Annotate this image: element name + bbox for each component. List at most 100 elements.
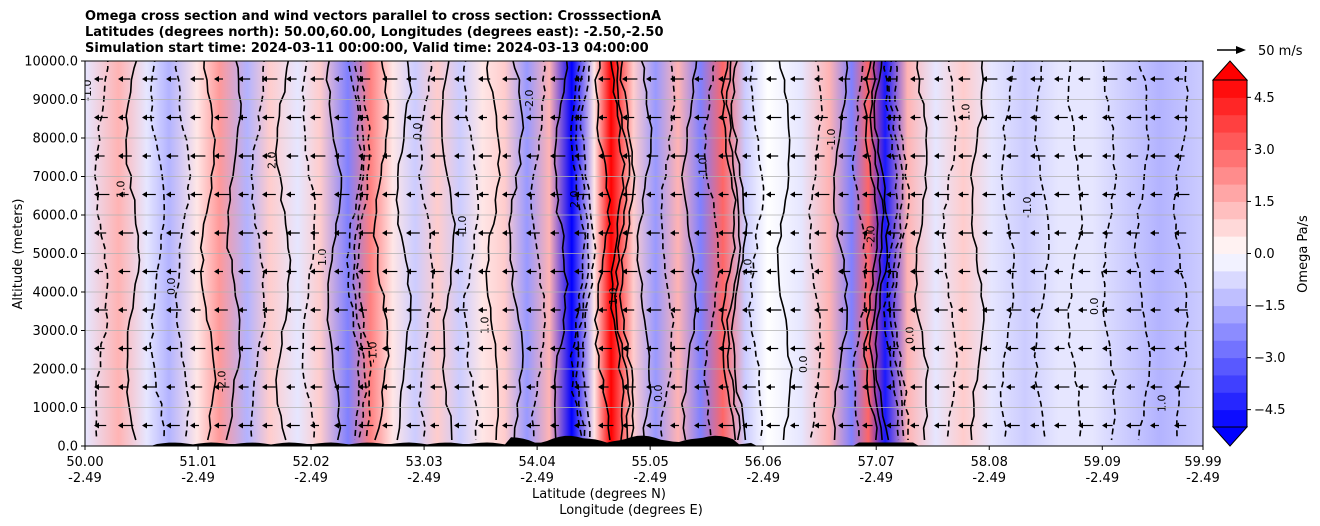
colorbar-segment	[1213, 114, 1247, 133]
wind-vector	[814, 384, 830, 390]
x-tick-label-lat: 59.99	[1184, 455, 1221, 470]
y-tick-label: 7000.0	[33, 170, 79, 185]
contour-label: -1.0	[456, 216, 469, 237]
wind-vector	[118, 384, 129, 390]
wind-vector	[1054, 461, 1063, 467]
wind-vector	[430, 307, 441, 313]
wind-vector	[238, 114, 247, 121]
wind-vector	[574, 345, 585, 352]
contour-line	[199, 61, 217, 441]
wind-vector	[358, 191, 369, 198]
wind-vector	[670, 191, 683, 198]
contour-line	[1067, 61, 1084, 441]
wind-vector	[862, 153, 871, 159]
wind-vector	[1126, 384, 1135, 390]
contour-line	[1133, 61, 1151, 441]
wind-vector	[814, 422, 827, 429]
wind-vector	[166, 76, 177, 82]
wind-vector	[454, 230, 467, 236]
contour-line	[1172, 61, 1190, 441]
wind-vector	[718, 422, 734, 429]
contour-line	[725, 61, 742, 441]
x-tick-label-lat: 59.09	[1084, 455, 1121, 470]
wind-vector	[238, 307, 247, 313]
contour-line	[485, 61, 501, 441]
wind-vector	[478, 76, 491, 82]
wind-vector	[1054, 153, 1065, 159]
wind-vector	[262, 76, 278, 82]
wind-vector	[622, 384, 636, 390]
wind-vector	[214, 345, 225, 352]
wind-vector	[790, 384, 803, 390]
wind-vector	[334, 268, 343, 275]
wind-vector	[286, 422, 300, 429]
colorbar-segment	[1213, 97, 1247, 116]
colorbar-segment	[1213, 322, 1247, 341]
wind-vector	[958, 114, 967, 121]
wind-vector	[670, 230, 679, 236]
contour-line	[776, 61, 793, 441]
wind-vector	[214, 114, 228, 121]
wind-vector	[790, 345, 806, 352]
wind-vector	[1102, 230, 1113, 236]
y-tick-label: 8000.0	[33, 132, 79, 147]
wind-vector	[334, 230, 347, 236]
wind-vector	[934, 76, 943, 82]
wind-vector	[886, 422, 900, 429]
wind-vector	[286, 345, 299, 352]
wind-vector	[838, 153, 852, 159]
wind-vector	[766, 268, 777, 275]
contour-label: -1.0	[825, 129, 838, 150]
wind-vector	[934, 153, 945, 159]
wind-vector	[958, 461, 970, 467]
wind-vector	[286, 114, 302, 121]
wind-vector	[142, 191, 156, 198]
wind-vector	[934, 191, 950, 198]
wind-vector	[670, 461, 684, 467]
wind-vector	[166, 345, 179, 352]
wind-vector	[166, 268, 177, 275]
contour-line	[569, 61, 587, 441]
y-tick-label: 3000.0	[33, 324, 79, 339]
wind-vector	[646, 230, 660, 236]
wind-vector	[382, 114, 395, 121]
wind-vector	[406, 191, 415, 198]
wind-vector	[1150, 307, 1161, 313]
wind-vector	[142, 153, 151, 159]
x-tick-label-lat: 53.03	[405, 455, 442, 470]
wind-vector	[838, 422, 854, 429]
wind-vector	[790, 76, 804, 82]
wind-vector	[382, 307, 395, 313]
wind-vector	[406, 114, 422, 121]
contour-line	[636, 61, 653, 441]
contour-line	[574, 61, 590, 441]
wind-vector	[982, 230, 993, 236]
contour-line	[914, 61, 930, 441]
x-axis-label-lat: Latitude (degrees N)	[532, 487, 666, 502]
wind-vector	[838, 114, 847, 121]
wind-vector	[862, 307, 875, 313]
wind-vector	[814, 191, 830, 198]
wind-vector	[94, 384, 110, 390]
wind-vector	[790, 153, 806, 159]
wind-vector	[262, 114, 275, 121]
wind-vector	[382, 76, 398, 82]
wind-vector	[142, 76, 158, 82]
colorbar-tick-label: 0.0	[1254, 247, 1275, 262]
wind-vector	[886, 384, 895, 390]
x-tick-label-lat: 52.02	[292, 455, 329, 470]
wind-vector	[1030, 345, 1046, 352]
wind-vector	[574, 307, 588, 313]
wind-vector	[718, 461, 730, 467]
wind-vector	[358, 153, 372, 159]
colorbar-segment	[1213, 270, 1247, 289]
y-axis-label: Altitude (meters)	[11, 199, 26, 310]
wind-vector	[478, 307, 487, 313]
wind-vector	[814, 114, 828, 121]
wind-vector	[454, 191, 470, 198]
wind-vector	[718, 191, 729, 198]
wind-vector	[1054, 230, 1067, 236]
colorbar-segment	[1213, 374, 1247, 393]
wind-vector	[1174, 191, 1190, 198]
wind-vector	[94, 422, 107, 429]
